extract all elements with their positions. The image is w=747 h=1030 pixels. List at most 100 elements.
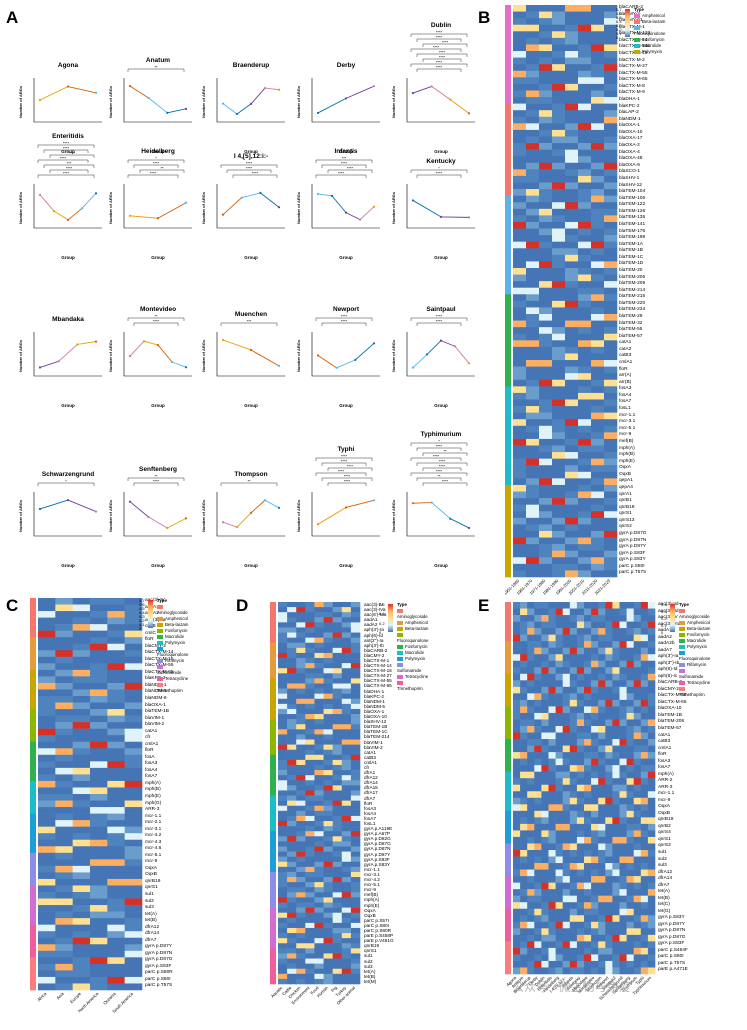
heatmap-row-label: qepA1 (619, 478, 633, 485)
heatmap-cell (641, 641, 648, 648)
heatmap-cell (278, 638, 287, 643)
heatmap-cell (534, 733, 541, 740)
heatmap-cell (565, 104, 578, 111)
heatmap-cell (604, 307, 617, 314)
heatmap-cell (627, 759, 634, 766)
heatmap-cell (73, 768, 91, 775)
type-annotation-cell (505, 896, 511, 903)
heatmap-column-label: Europe (69, 991, 83, 1005)
heatmap-cell (605, 922, 612, 929)
heatmap-cell (591, 18, 604, 25)
heatmap-cell (604, 340, 617, 347)
type-annotation-cell (505, 922, 511, 929)
heatmap-cell (534, 674, 541, 681)
type-annotation-cell (270, 780, 276, 785)
series-point (129, 355, 131, 357)
heatmap-cell (296, 627, 305, 632)
type-annotation-cell (30, 696, 36, 703)
heatmap-cell (527, 706, 534, 713)
heatmap-cell (541, 928, 548, 935)
heatmap-cell (526, 327, 539, 334)
heatmap-cell (584, 954, 591, 961)
heatmap-cell (641, 693, 648, 700)
heatmap-cell (612, 837, 619, 844)
heatmap-cell (591, 733, 598, 740)
type-annotation-cell (505, 419, 511, 426)
series-point (278, 89, 280, 91)
heatmap-row-label: blaTEM-215 (619, 294, 645, 301)
heatmap-cell (305, 602, 314, 607)
series-point (431, 85, 433, 87)
heatmap-cell (591, 902, 598, 909)
heatmap-cell (38, 644, 56, 651)
heatmap-cell (612, 954, 619, 961)
heatmap-cell (549, 889, 556, 896)
heatmap-cell (342, 668, 351, 673)
heatmap-row-label: arr(A) (619, 373, 631, 380)
heatmap-cell (549, 752, 556, 759)
heatmap-cell (541, 693, 548, 700)
heatmap-cell (333, 617, 342, 622)
heatmap-cell (305, 633, 314, 638)
heatmap-cell (620, 909, 627, 916)
type-annotation-cell (30, 781, 36, 788)
heatmap-cell (296, 729, 305, 734)
heatmap-cell (520, 948, 527, 955)
heatmap-cell (634, 883, 641, 890)
heatmap-cell (612, 667, 619, 674)
heatmap-cell (90, 611, 108, 618)
heatmap-cell (570, 830, 577, 837)
heatmap-row-label: parC p.T57S (145, 983, 172, 990)
heatmap-cell (541, 609, 548, 616)
heatmap-cell (565, 242, 578, 249)
heatmap-cell (604, 117, 617, 124)
heatmap-cell (591, 268, 604, 275)
type-annotation-cell (270, 821, 276, 826)
heatmap-cell (565, 518, 578, 525)
heatmap-cell (278, 617, 287, 622)
series-segment (223, 522, 237, 527)
axis-line (217, 78, 285, 122)
heatmap-cell (333, 724, 342, 729)
heatmap-cell (634, 961, 641, 968)
color-scale-tick: 0.1 (661, 623, 667, 628)
heatmap-cell (591, 922, 598, 929)
heatmap-cell (604, 268, 617, 275)
heatmap-cell (598, 935, 605, 942)
heatmap-cell (591, 150, 604, 157)
type-annotation-cell (30, 716, 36, 723)
heatmap-cell (549, 680, 556, 687)
heatmap-cell (549, 674, 556, 681)
heatmap-cell (598, 772, 605, 779)
heatmap-cell (570, 935, 577, 942)
heatmap-cell (552, 123, 565, 130)
heatmap-cell (634, 641, 641, 648)
type-annotation-cell (270, 714, 276, 719)
heatmap-cell (527, 889, 534, 896)
type-legend-item: Sulfonamide (397, 662, 429, 674)
series-point (143, 340, 145, 342)
series-point (76, 343, 78, 345)
heatmap-cell (287, 918, 296, 923)
heatmap-cell (648, 713, 655, 720)
type-annotation-cell (505, 288, 511, 295)
heatmap-cell (107, 859, 125, 866)
series-segment (167, 518, 186, 528)
axis-line (312, 332, 380, 376)
heatmap-cell (591, 255, 604, 262)
heatmap-cell (107, 722, 125, 729)
axis-line (312, 184, 380, 228)
heatmap-cell (552, 353, 565, 360)
heatmap-cell (648, 902, 655, 909)
heatmap-cell (604, 123, 617, 130)
type-annotation-cell (505, 505, 511, 512)
heatmap-cell (90, 748, 108, 755)
heatmap-cell (38, 925, 56, 932)
heatmap-cell (73, 605, 91, 612)
heatmap-cell (513, 733, 520, 740)
heatmap-cell (520, 752, 527, 759)
type-annotation-cell (505, 301, 511, 308)
heatmap-cell (296, 678, 305, 683)
heatmap-cell (552, 459, 565, 466)
heatmap-cell (549, 759, 556, 766)
